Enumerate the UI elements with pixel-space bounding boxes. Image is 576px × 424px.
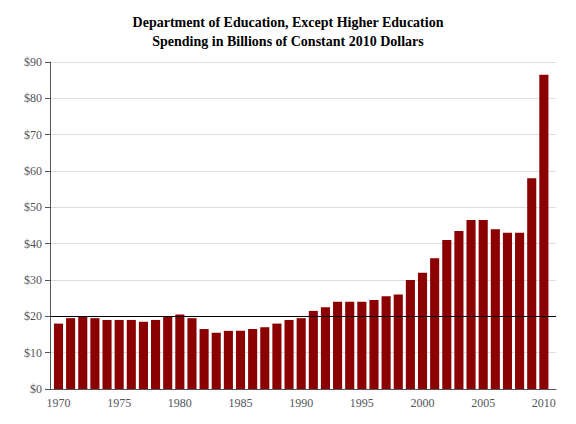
svg-text:1980: 1980: [168, 396, 192, 410]
svg-text:1985: 1985: [229, 396, 253, 410]
svg-text:$90: $90: [24, 55, 42, 69]
svg-text:1970: 1970: [46, 396, 70, 410]
svg-text:1975: 1975: [107, 396, 131, 410]
svg-text:$0: $0: [30, 382, 42, 396]
svg-text:$10: $10: [24, 346, 42, 360]
svg-text:$20: $20: [24, 309, 42, 323]
svg-text:$30: $30: [24, 273, 42, 287]
svg-text:Spending in Billions of Consta: Spending in Billions of Constant 2010 Do…: [152, 34, 424, 49]
svg-text:$40: $40: [24, 237, 42, 251]
svg-text:$80: $80: [24, 91, 42, 105]
svg-text:2000: 2000: [411, 396, 435, 410]
svg-text:Department of Education, Excep: Department of Education, Except Higher E…: [133, 15, 444, 30]
svg-text:1995: 1995: [350, 396, 374, 410]
svg-text:$70: $70: [24, 128, 42, 142]
svg-text:1990: 1990: [289, 396, 313, 410]
svg-text:$50: $50: [24, 200, 42, 214]
svg-text:$60: $60: [24, 164, 42, 178]
svg-text:2010: 2010: [532, 396, 556, 410]
svg-text:2005: 2005: [471, 396, 495, 410]
